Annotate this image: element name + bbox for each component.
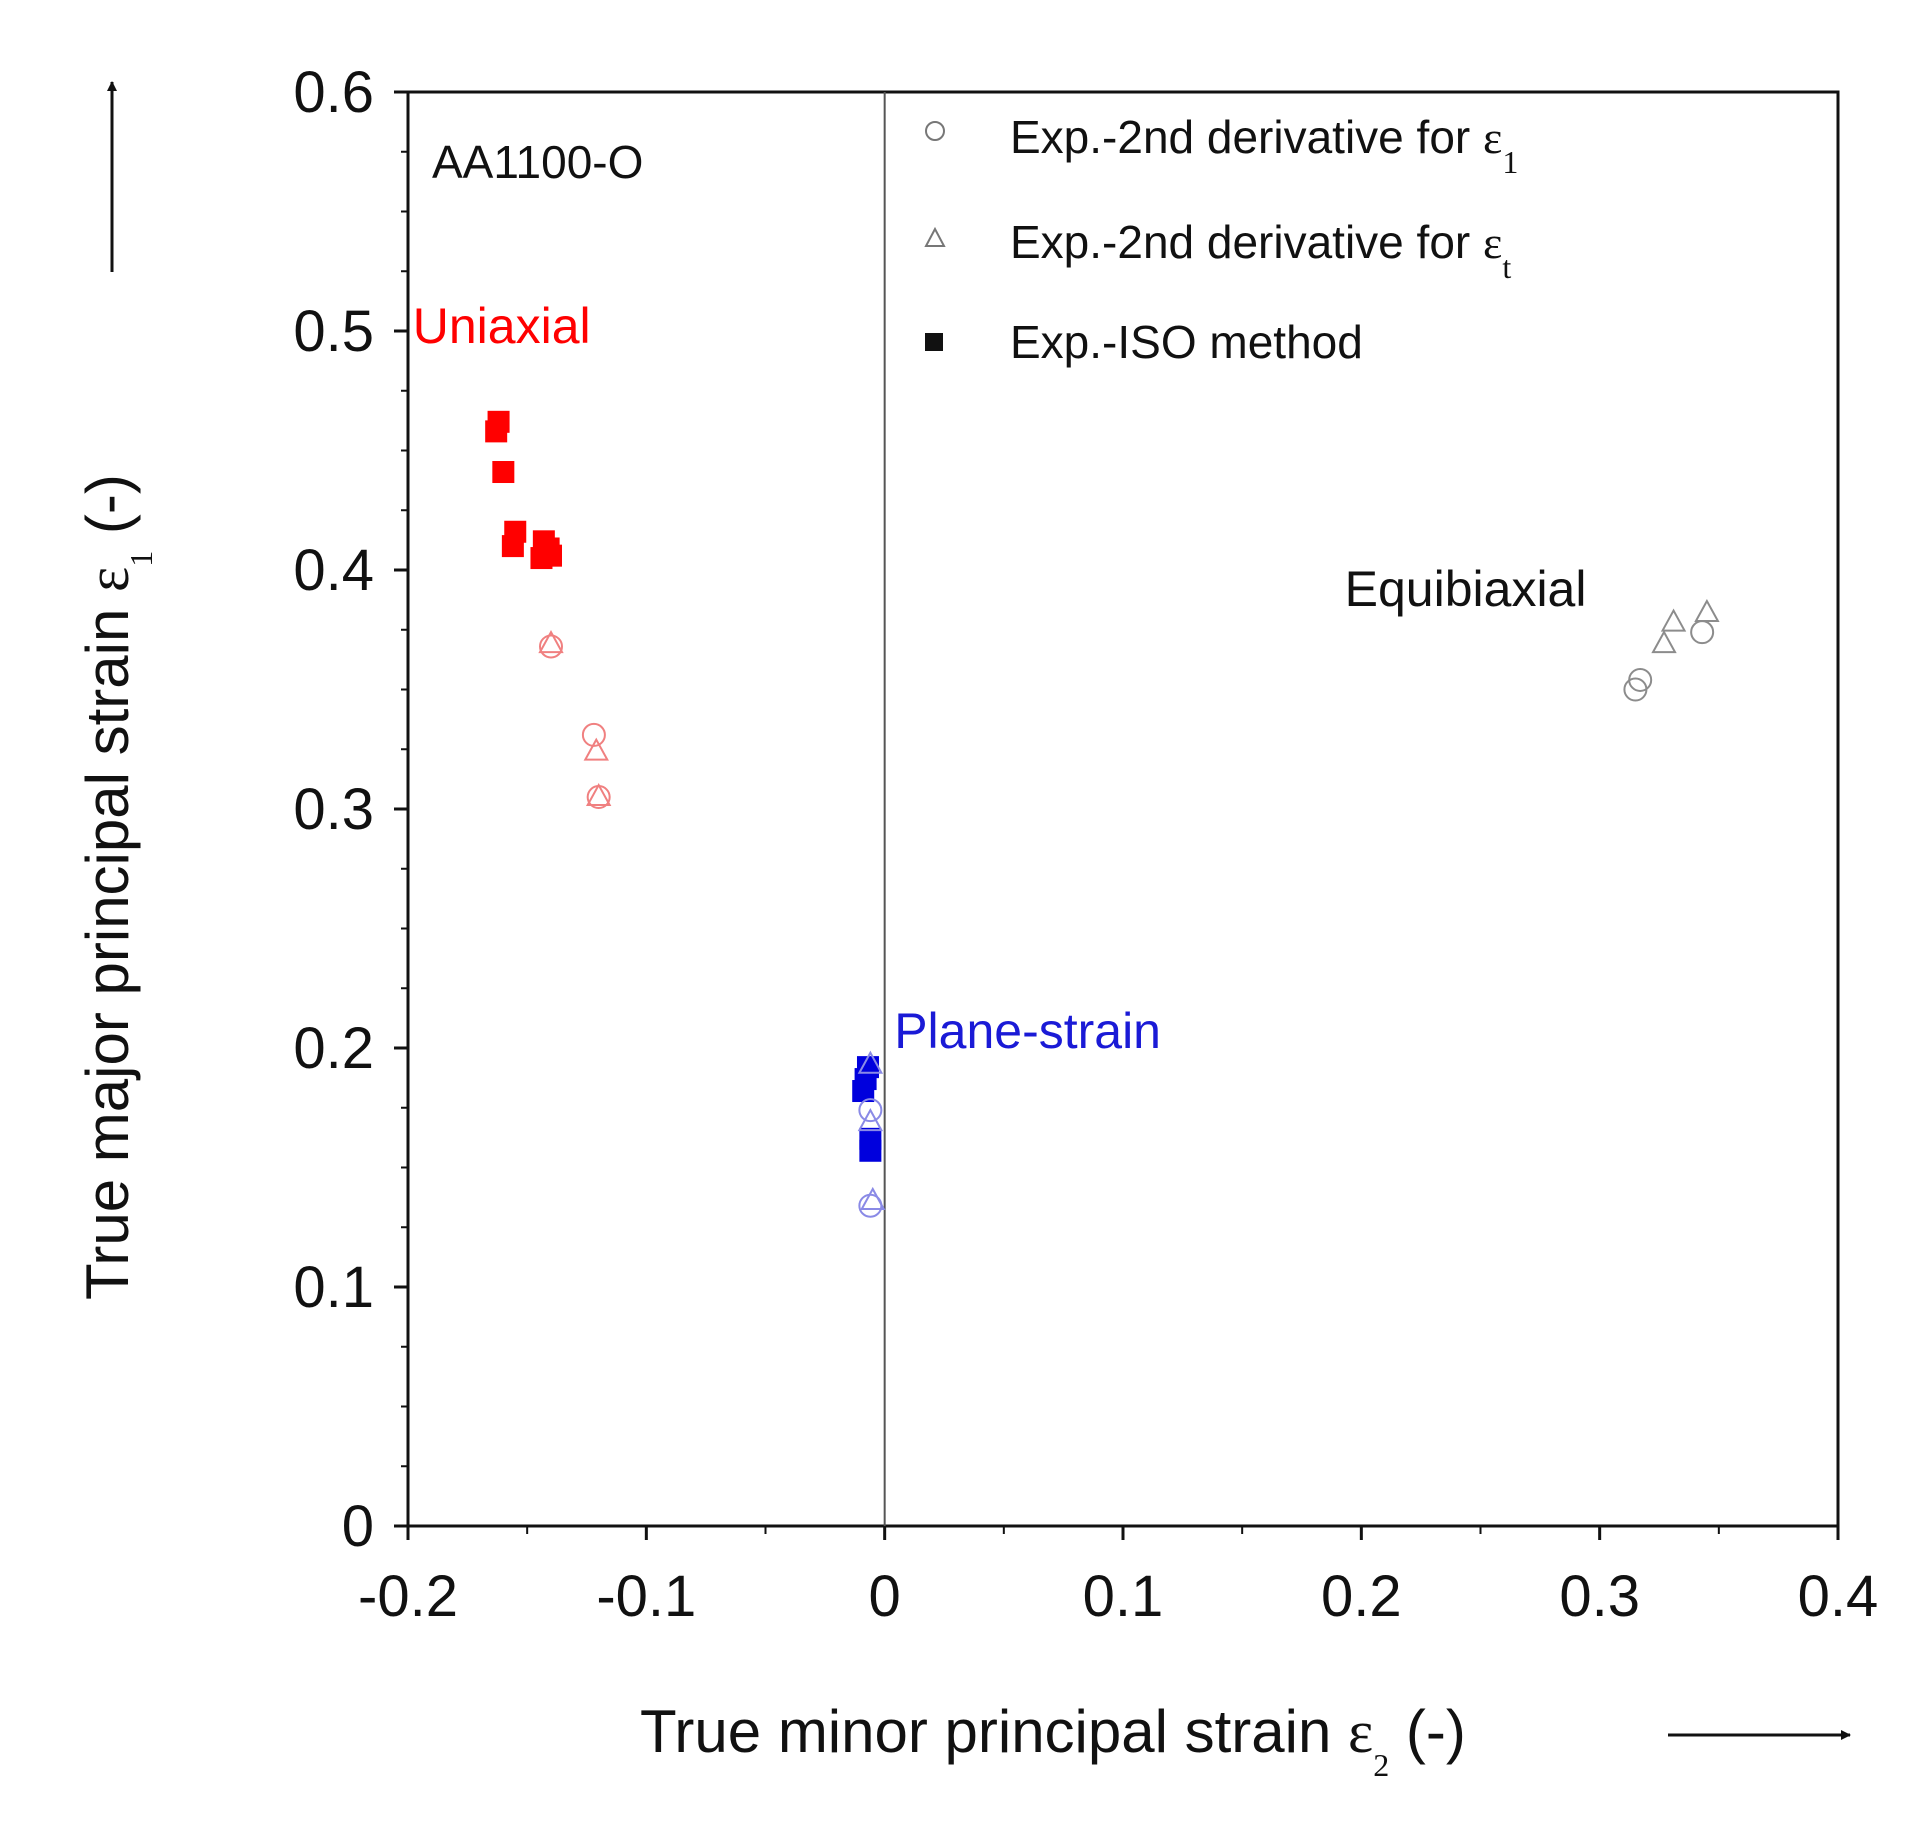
y-tick-label: 0.4 — [293, 538, 374, 603]
y-tick-label: 0.1 — [293, 1255, 374, 1320]
data-point — [540, 544, 562, 567]
x-axis-ticks: -0.2 -0.1 0 0.1 0.2 0.3 0.4 — [358, 1526, 1878, 1629]
y-tick-label: 0.5 — [293, 299, 374, 364]
x-tick-label: -0.2 — [358, 1564, 458, 1629]
legend: Exp.-2nd derivative for ε1 Exp.-2nd deri… — [924, 111, 1518, 368]
data-point — [585, 782, 612, 807]
panel-label: AA1100-O — [432, 136, 643, 188]
legend-label-3: Exp.-ISO method — [1010, 316, 1363, 368]
data-point — [1690, 620, 1715, 645]
data-point — [859, 1139, 882, 1162]
y-tick-label: 0.6 — [293, 60, 374, 125]
x-tick-label: 0.4 — [1798, 1564, 1879, 1629]
data-point — [860, 1186, 886, 1210]
plot-frame — [406, 90, 1840, 1528]
x-tick-label: 0.1 — [1083, 1564, 1164, 1629]
annotation-label: Plane-strain — [894, 1003, 1161, 1059]
data-point — [583, 737, 609, 761]
data-point — [852, 1080, 875, 1103]
y-tick-label: 0.3 — [293, 777, 374, 842]
x-axis-title: True minor principal strain ε2 (-) — [640, 1698, 1466, 1783]
data-point — [857, 1050, 884, 1074]
data-point — [857, 1108, 884, 1132]
annotation-label: Equibiaxial — [1345, 561, 1587, 617]
legend-entry-square: Exp.-ISO method — [925, 316, 1363, 368]
data-point — [539, 634, 563, 659]
legend-label-1: Exp.-2nd derivative for ε1 — [1010, 111, 1518, 180]
y-axis-title: True major principal strain ε1 (-) — [74, 474, 159, 1300]
x-tick-label: 0.2 — [1321, 1564, 1402, 1629]
legend-circle-marker — [925, 121, 945, 141]
data-points — [485, 410, 1720, 1218]
legend-entry-triangle: Exp.-2nd derivative for εt — [924, 216, 1511, 285]
y-axis-ticks: 0 0.1 0.2 0.3 0.4 0.5 0.6 — [293, 60, 408, 1559]
x-tick-label: 0.3 — [1559, 1564, 1640, 1629]
legend-label-2: Exp.-2nd derivative for εt — [1010, 216, 1511, 285]
annotations: Uniaxial Plane-strain Equibiaxial — [413, 298, 1587, 1059]
data-point — [1694, 598, 1720, 623]
legend-square-marker — [925, 333, 943, 351]
x-tick-label: 0 — [869, 1564, 901, 1629]
y-tick-label: 0 — [342, 1494, 374, 1559]
data-point — [485, 420, 508, 443]
data-point — [492, 461, 515, 484]
annotation-label: Uniaxial — [413, 298, 591, 354]
y-tick-label: 0.2 — [293, 1016, 374, 1081]
data-point — [1628, 667, 1653, 692]
legend-entry-circle: Exp.-2nd derivative for ε1 — [925, 111, 1518, 180]
x-tick-label: -0.1 — [596, 1564, 696, 1629]
svg-text:True major principal strain ε1: True major principal strain ε1 (-) — [74, 474, 159, 1300]
data-point — [538, 630, 564, 654]
data-point — [1660, 608, 1687, 632]
data-point — [501, 535, 524, 558]
data-point — [858, 1098, 883, 1123]
data-point — [1651, 630, 1677, 654]
legend-triangle-marker — [924, 226, 946, 247]
